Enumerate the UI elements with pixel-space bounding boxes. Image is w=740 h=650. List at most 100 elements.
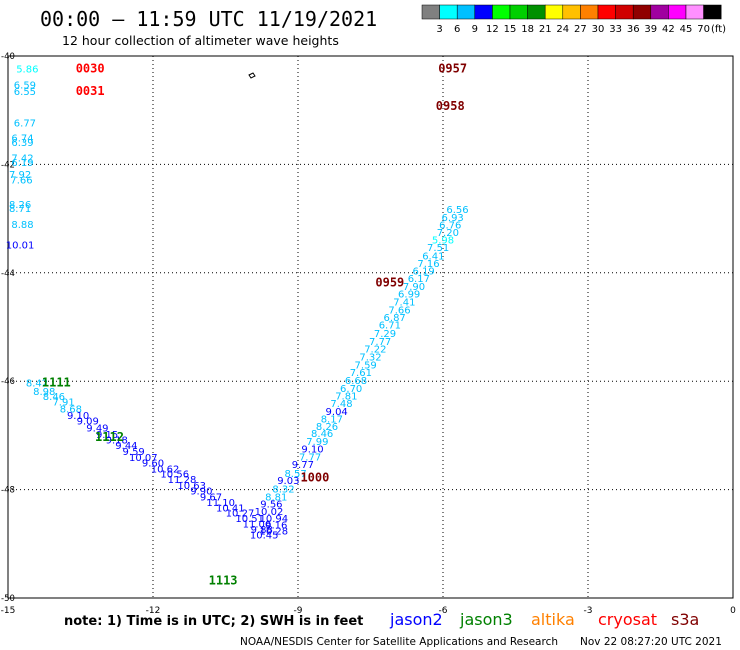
swh-value: 7.20 <box>437 228 459 239</box>
time-label: 1112 <box>95 430 124 444</box>
y-tick-label: -40 <box>1 52 15 62</box>
satellite-name: s3a <box>671 610 699 629</box>
swh-value: 10.94 <box>260 514 289 525</box>
swh-value: 8.26 <box>316 422 338 433</box>
legend-label: 30 <box>592 24 605 35</box>
legend-swatch <box>562 4 581 20</box>
swh-value: 9.88 <box>251 525 273 536</box>
legend-label: 39 <box>644 24 657 35</box>
swh-value: 10.41 <box>216 503 245 514</box>
swh-value: 7.91 <box>52 398 74 409</box>
swh-value: 10.01 <box>6 240 35 251</box>
y-tick-label: -46 <box>1 377 15 387</box>
x-tick-label: -6 <box>439 606 448 616</box>
swh-value: 9.56 <box>260 499 282 510</box>
legend-swatch <box>615 4 634 20</box>
swh-value: 9.15 <box>96 430 118 441</box>
swh-value: 7.66 <box>10 175 32 186</box>
swh-value: 7.29 <box>374 329 396 340</box>
chart-title: 00:00 – 11:59 UTC 11/19/2021 <box>40 7 377 31</box>
swh-value: 9.10 <box>67 411 89 422</box>
swh-value: 6.87 <box>384 313 406 324</box>
legend-label: 27 <box>574 24 587 35</box>
legend-swatch <box>509 4 528 20</box>
swh-value: 9.60 <box>142 458 164 469</box>
legend-swatch <box>421 4 440 20</box>
plot-area: -15 -12 -9 -6 -3 0-40-42-44-46-48-505.866.596… <box>1 52 736 616</box>
swh-value: 6.19 <box>413 266 435 277</box>
plot-frame <box>7 55 734 599</box>
swh-value: 9.90 <box>190 486 212 497</box>
swh-value: 9.49 <box>86 424 108 435</box>
time-label: 1113 <box>209 573 238 587</box>
note-text: note: 1) Time is in UTC; 2) SWH is in fe… <box>64 614 363 629</box>
legend-swatch <box>580 4 599 20</box>
swh-value: 6.93 <box>442 213 464 224</box>
swh-value: 7.59 <box>355 361 377 372</box>
swh-value: 8.46 <box>311 429 333 440</box>
swh-value: 7.81 <box>335 392 357 403</box>
swh-value: 11.10 <box>206 498 235 509</box>
swh-value: 10.62 <box>151 464 180 475</box>
swh-value: 5.86 <box>16 64 38 75</box>
swh-value: 10.45 <box>250 530 279 541</box>
swh-value: 8.17 <box>321 414 343 425</box>
swh-value: 7.77 <box>299 452 321 463</box>
swh-value: 7.32 <box>359 353 381 364</box>
swh-value: 7.90 <box>403 282 425 293</box>
swh-value: 9.10 <box>301 445 323 456</box>
swh-value: 8.81 <box>265 492 287 503</box>
swh-value: 10.02 <box>255 507 284 518</box>
swh-value: 6.56 <box>446 205 468 216</box>
swh-value: 6.74 <box>11 134 33 145</box>
swh-value: 8.68 <box>60 405 82 416</box>
satellite-name: jason2 <box>389 610 443 629</box>
time-label: 0958 <box>436 99 465 113</box>
swh-value: 6.99 <box>398 290 420 301</box>
island-outline <box>248 72 256 79</box>
swh-value: 8.57 <box>284 469 306 480</box>
legend-swatch <box>650 4 669 20</box>
swh-value: 10.07 <box>129 453 158 464</box>
legend-label: 21 <box>539 24 552 35</box>
legend-label: 3 <box>436 24 442 35</box>
swh-value: 9.18 <box>106 436 128 447</box>
color-legend: 3 6 9 12 15 18 21 24 27 30 33 36 39 42 45 70 <box>421 4 722 35</box>
swh-value: 10.28 <box>260 527 289 538</box>
time-label: 0031 <box>76 84 105 98</box>
swh-value: 7.22 <box>364 344 386 355</box>
legend-swatch <box>492 4 511 20</box>
swh-value: 7.99 <box>306 437 328 448</box>
swh-value: 10.63 <box>177 481 206 492</box>
swh-value: 8.42 <box>26 379 48 390</box>
swh-value: 5.98 <box>432 236 454 247</box>
legend-label: 42 <box>662 24 675 35</box>
satellite-name: jason3 <box>459 610 513 629</box>
swh-value: 8.32 <box>272 484 294 495</box>
swh-value: 6.17 <box>408 274 430 285</box>
swh-value: 6.71 <box>379 321 401 332</box>
y-tick-label: -42 <box>1 160 15 170</box>
swh-value: 6.55 <box>14 87 36 98</box>
legend-swatch <box>544 4 564 20</box>
legend-swatch <box>703 4 722 20</box>
swh-value: 9.04 <box>326 407 348 418</box>
x-tick-label: 0 <box>730 606 736 616</box>
swh-value: 10.56 <box>160 470 189 481</box>
footer-timestamp: Nov 22 08:27:20 UTC 2021 <box>580 636 722 648</box>
time-label: 0030 <box>76 61 105 75</box>
x-tick-label: -9 <box>294 606 303 616</box>
swh-value: 9.67 <box>200 492 222 503</box>
y-tick-label: -44 <box>1 269 15 279</box>
swh-value: 9.09 <box>77 417 99 428</box>
x-tick-label: -12 <box>146 606 161 616</box>
swh-value: 6.70 <box>340 384 362 395</box>
legend-swatch <box>597 4 616 20</box>
swh-value: 10.27 <box>226 509 255 520</box>
legend-swatch <box>685 4 704 20</box>
legend-label: 70 <box>697 24 710 35</box>
time-label: 1111 <box>42 376 71 390</box>
y-tick-label: -48 <box>1 486 15 496</box>
x-tick-label: -15 <box>1 606 16 616</box>
swh-value: 7.92 <box>9 170 31 181</box>
